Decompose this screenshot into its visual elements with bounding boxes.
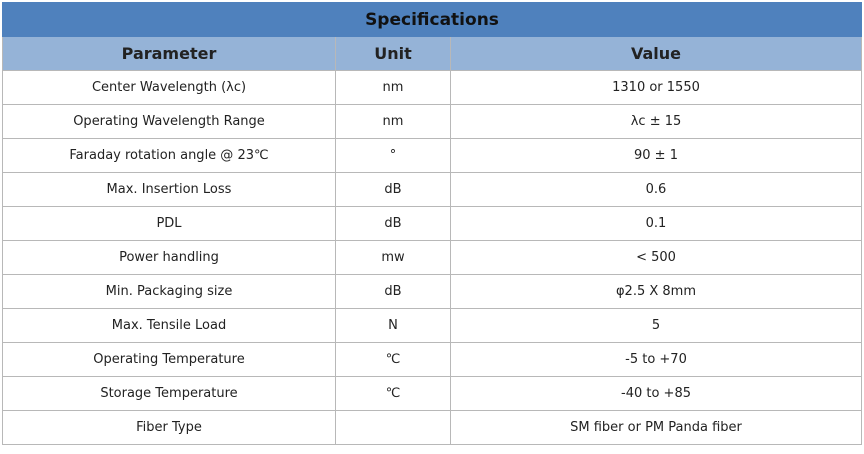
table-body: Center Wavelength (λc) nm 1310 or 1550 Oper…	[2, 70, 862, 445]
table-row: Min. Packaging size dB φ2.5 X 8mm	[2, 274, 862, 309]
parameter-cell: Min. Packaging size	[2, 274, 336, 309]
value-cell: < 500	[450, 240, 862, 275]
table-row: Storage Temperature ℃ -40 to +85	[2, 376, 862, 411]
table-row: Center Wavelength (λc) nm 1310 or 1550	[2, 70, 862, 105]
unit-cell: nm	[335, 104, 451, 139]
header-cell: Unit	[335, 36, 451, 71]
parameter-cell: Operating Wavelength Range	[2, 104, 336, 139]
value-cell: 0.6	[450, 172, 862, 207]
value-cell: 0.1	[450, 206, 862, 241]
value-cell: SM fiber or PM Panda fiber	[450, 410, 862, 445]
unit-cell: dB	[335, 206, 451, 241]
table-row: PDL dB 0.1	[2, 206, 862, 241]
parameter-cell: Max. Insertion Loss	[2, 172, 336, 207]
parameter-cell: Max. Tensile Load	[2, 308, 336, 343]
parameter-cell: Faraday rotation angle @ 23℃	[2, 138, 336, 173]
table-row: Operating Wavelength Range nm λc ± 15	[2, 104, 862, 139]
table-title: Specifications	[2, 2, 862, 37]
table-row: Fiber Type SM fiber or PM Panda fiber	[2, 410, 862, 445]
spec-table: Specifications Parameter Unit Value Center…	[2, 2, 862, 445]
unit-cell: nm	[335, 70, 451, 105]
value-cell: 5	[450, 308, 862, 343]
unit-cell: N	[335, 308, 451, 343]
header-cell: Parameter	[2, 36, 336, 71]
unit-cell: ℃	[335, 376, 451, 411]
unit-cell	[335, 410, 451, 445]
value-cell: 1310 or 1550	[450, 70, 862, 105]
unit-cell: °	[335, 138, 451, 173]
parameter-cell: Fiber Type	[2, 410, 336, 445]
value-cell: 90 ± 1	[450, 138, 862, 173]
table-row: Max. Tensile Load N 5	[2, 308, 862, 343]
parameter-cell: Center Wavelength (λc)	[2, 70, 336, 105]
parameter-cell: Operating Temperature	[2, 342, 336, 377]
table-row: Operating Temperature ℃ -5 to +70	[2, 342, 862, 377]
unit-cell: ℃	[335, 342, 451, 377]
value-cell: λc ± 15	[450, 104, 862, 139]
table-row: Max. Insertion Loss dB 0.6	[2, 172, 862, 207]
header-row: Parameter Unit Value	[2, 36, 862, 71]
header-cell: Value	[450, 36, 862, 71]
parameter-cell: Storage Temperature	[2, 376, 336, 411]
unit-cell: mw	[335, 240, 451, 275]
table-row: Faraday rotation angle @ 23℃ ° 90 ± 1	[2, 138, 862, 173]
title-row: Specifications	[2, 2, 862, 37]
parameter-cell: PDL	[2, 206, 336, 241]
value-cell: φ2.5 X 8mm	[450, 274, 862, 309]
value-cell: -40 to +85	[450, 376, 862, 411]
unit-cell: dB	[335, 172, 451, 207]
parameter-cell: Power handling	[2, 240, 336, 275]
unit-cell: dB	[335, 274, 451, 309]
table-row: Power handling mw < 500	[2, 240, 862, 275]
value-cell: -5 to +70	[450, 342, 862, 377]
